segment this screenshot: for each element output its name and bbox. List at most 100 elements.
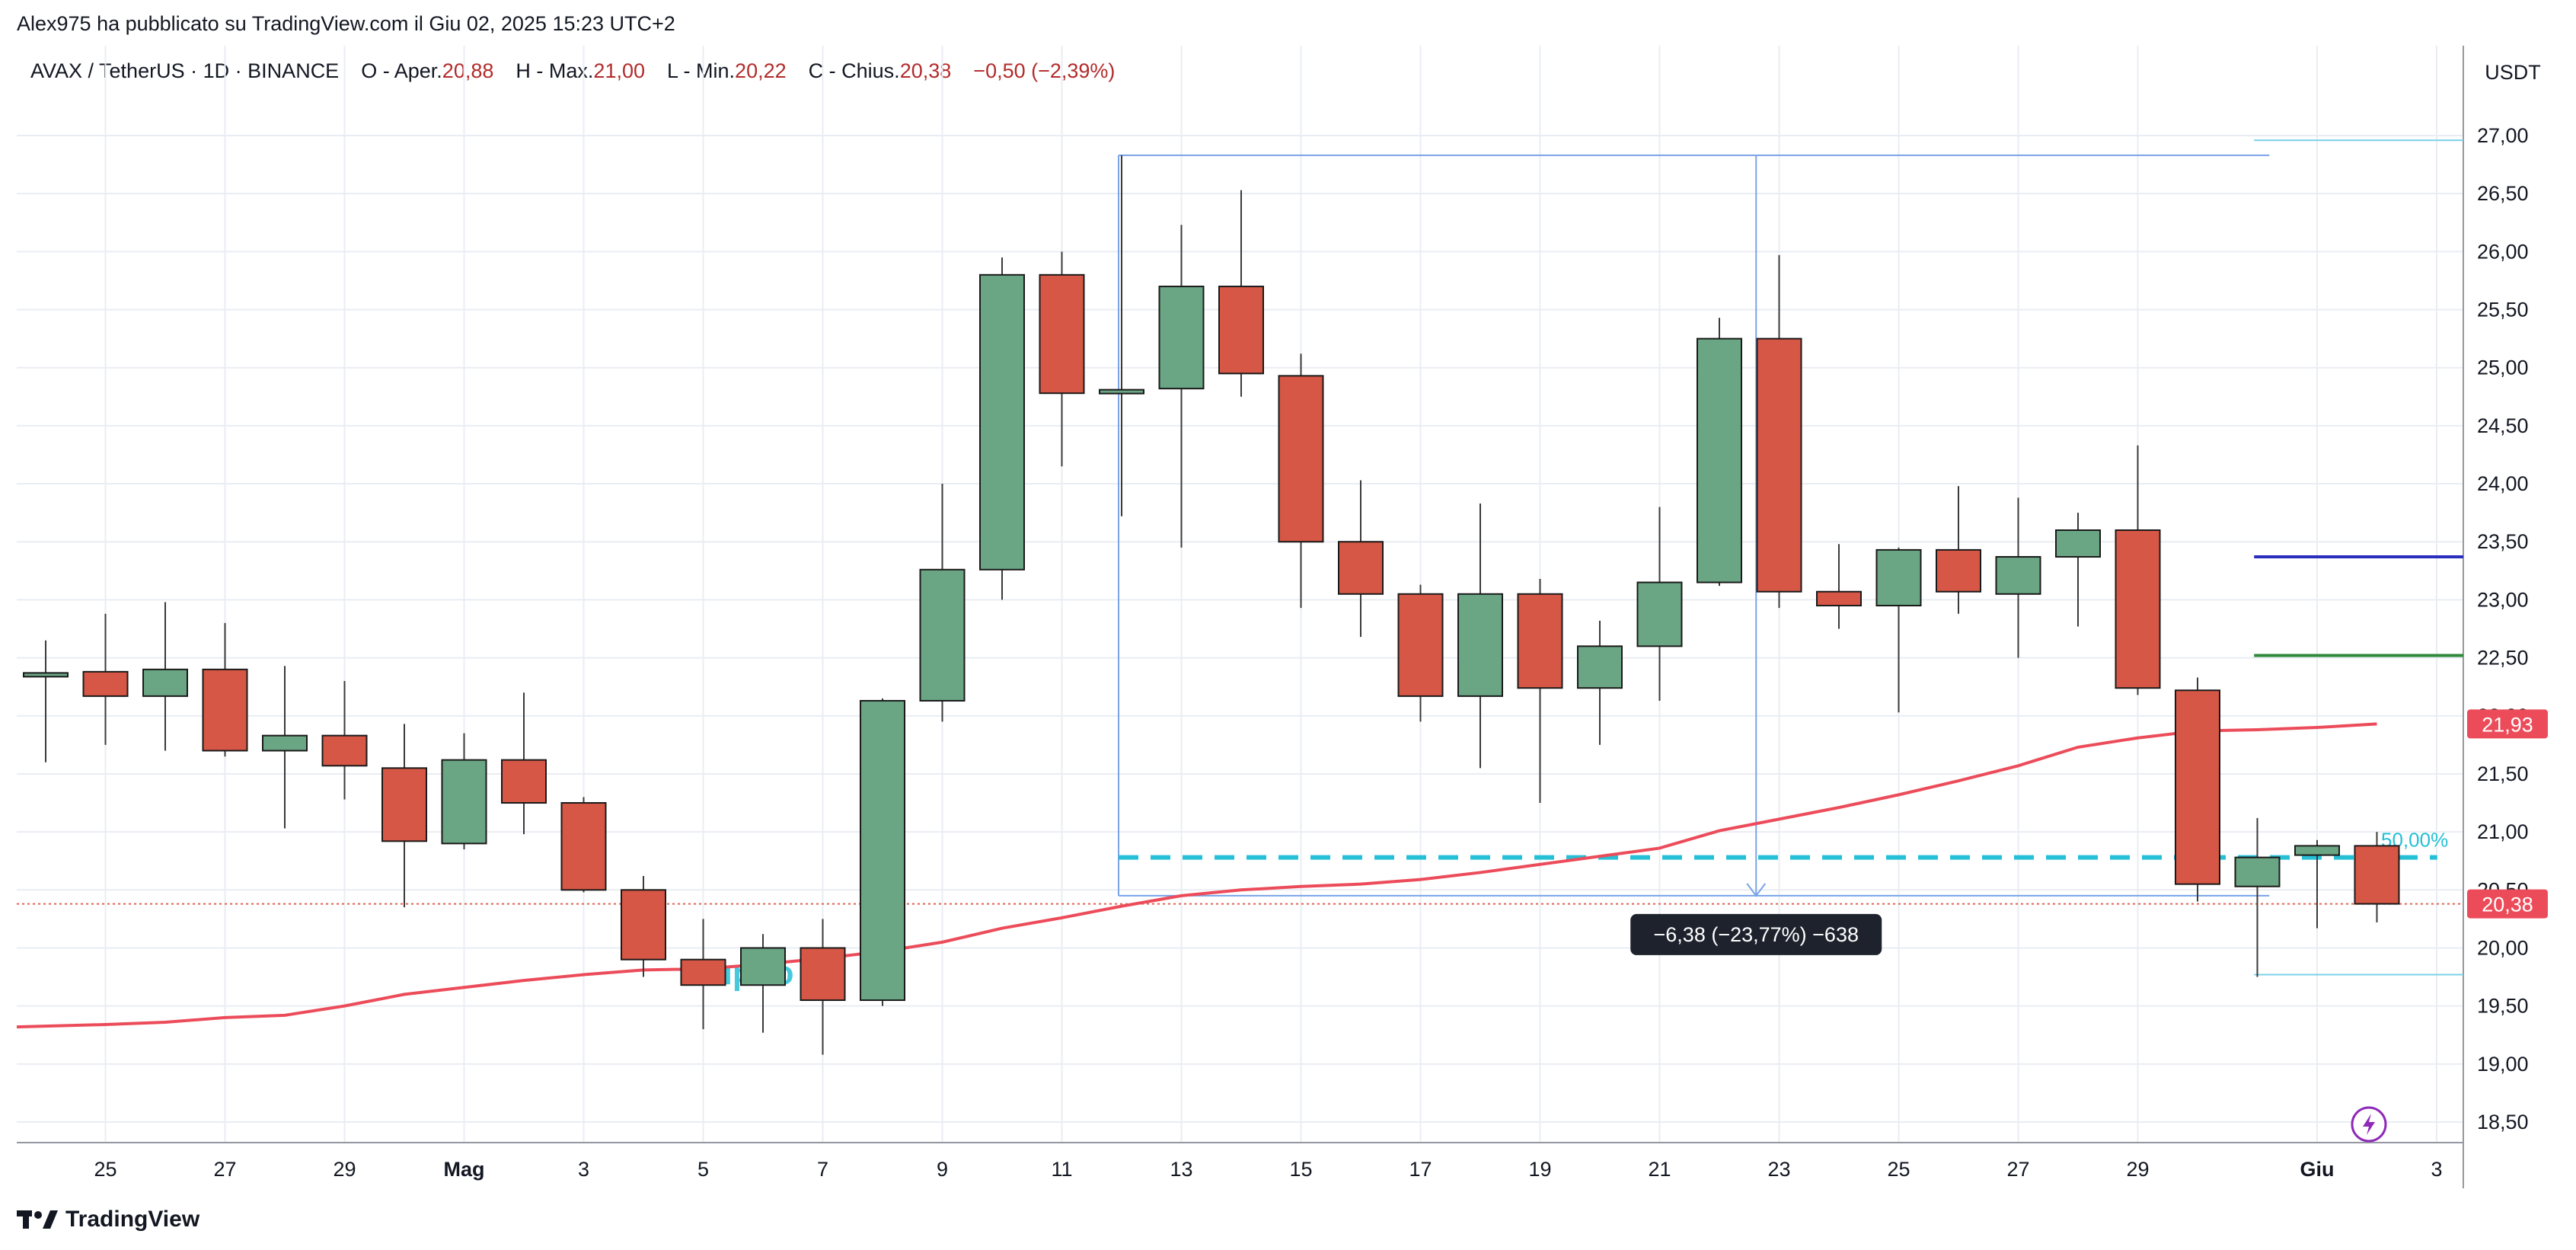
time-tick-label: 15 (1289, 1158, 1312, 1181)
ma-value-badge: 21,93 (2482, 713, 2533, 736)
candle-body-up[interactable] (860, 699, 905, 1002)
separator-dot: · (235, 59, 242, 82)
price-tick-label: 23,50 (2477, 530, 2529, 553)
candle-body-up[interactable] (262, 734, 308, 752)
candle-body-down[interactable] (381, 767, 427, 842)
candle-body-down[interactable] (1278, 375, 1324, 543)
last-price-badge-box (2467, 889, 2548, 919)
tradingview-logo[interactable]: TradingView (17, 1207, 200, 1232)
candle-body-down[interactable] (2354, 845, 2400, 905)
candle-body-down[interactable] (501, 759, 547, 804)
candle-body-down[interactable] (1338, 541, 1384, 595)
candle-body-up[interactable] (1636, 581, 1683, 647)
candle-body-up[interactable] (1099, 388, 1144, 395)
candle-body-up[interactable] (740, 947, 786, 986)
candle-body-up[interactable] (2234, 856, 2281, 887)
time-tick-label: 27 (2006, 1158, 2029, 1181)
candle-body-down[interactable] (1397, 593, 1444, 697)
price-tick-label: 25,50 (2477, 299, 2529, 321)
price-tick-label: 25,00 (2477, 356, 2529, 379)
open-value: 20,88 (442, 59, 494, 82)
price-tick-label: 19,50 (2477, 995, 2529, 1018)
price-tick-label: 21,00 (2477, 820, 2529, 843)
candle-body-up[interactable] (1875, 548, 1922, 607)
time-tick-label: 29 (2126, 1158, 2149, 1181)
price-tick-label: 23,00 (2477, 588, 2529, 611)
separator-dot: · (190, 59, 198, 82)
time-tick-label: 13 (1170, 1158, 1192, 1181)
candle-body-up[interactable] (1577, 645, 1623, 689)
time-tick-label: 21 (1648, 1158, 1671, 1181)
tradingview-brand: TradingView (65, 1207, 200, 1232)
tradingview-logo-icon (17, 1210, 58, 1229)
candle-body-down[interactable] (1816, 590, 1862, 607)
last-price-badge: 20,38 (2482, 894, 2533, 916)
price-tick-label: 27,00 (2477, 124, 2529, 147)
price-tick-label: 26,00 (2477, 240, 2529, 263)
candle-body-up[interactable] (2055, 529, 2101, 558)
candle-body-down[interactable] (2115, 529, 2161, 689)
candle-body-down[interactable] (321, 734, 368, 767)
close-label: C - Chius. (808, 59, 900, 82)
symbol-exchange: BINANCE (247, 59, 340, 82)
publish-info: Alex975 ha pubblicato su TradingView.com… (17, 12, 675, 35)
candle-body-up[interactable] (142, 668, 188, 697)
candle-body-down[interactable] (1756, 337, 1802, 593)
price-tick-label: 19,00 (2477, 1053, 2529, 1076)
price-tick-label: 18,50 (2477, 1111, 2529, 1133)
low-value: 20,22 (735, 59, 787, 82)
candle-body-up[interactable] (1457, 593, 1503, 697)
measure-label: −6,38 (−23,77%) −638 (1654, 923, 1859, 946)
measure-label-box (1630, 913, 1882, 955)
change-value: −0,50 (−2,39%) (973, 59, 1116, 82)
high-label: H - Max. (516, 59, 594, 82)
lightning-icon-glyph (2363, 1114, 2375, 1135)
time-tick-label: 3 (2431, 1158, 2442, 1181)
price-tick-label: 24,00 (2477, 472, 2529, 495)
candle-body-down[interactable] (1218, 286, 1264, 375)
time-tick-label: Mag (444, 1158, 485, 1181)
price-tick-label: 20,00 (2477, 936, 2529, 959)
ma-value-badge-box (2467, 709, 2548, 739)
candle-body-down[interactable] (1039, 273, 1085, 395)
price-tick-label: 21,50 (2477, 762, 2529, 785)
candle-body-up[interactable] (1995, 556, 2041, 595)
time-tick-label: 5 (697, 1158, 709, 1181)
candle-body-down[interactable] (621, 889, 666, 961)
candle-body-down[interactable] (560, 802, 607, 891)
time-tick-label: 19 (1528, 1158, 1551, 1181)
time-tick-label: 7 (817, 1158, 828, 1181)
candle-body-up[interactable] (2294, 845, 2340, 856)
candle-body-up[interactable] (23, 672, 69, 678)
symbol-pair[interactable]: AVAX / TetherUS (30, 59, 185, 82)
candle-body-up[interactable] (441, 759, 487, 845)
time-tick-label: 17 (1409, 1158, 1432, 1181)
candle-body-down[interactable] (800, 947, 846, 1002)
candle-body-up[interactable] (979, 273, 1025, 571)
measure-arrow-head (1746, 883, 1767, 897)
symbol-bar: AVAX / TetherUS · 1D · BINANCE O - Aper.… (30, 59, 1115, 83)
time-tick-label: 29 (333, 1158, 356, 1181)
time-tick-label: 3 (578, 1158, 589, 1181)
price-tick-label: 26,50 (2477, 182, 2529, 205)
time-tick-label: 25 (94, 1158, 117, 1181)
high-value: 21,00 (593, 59, 645, 82)
time-tick-label: 27 (213, 1158, 236, 1181)
candle-body-down[interactable] (82, 670, 129, 697)
open-label: O - Aper. (361, 59, 442, 82)
candle-body-down[interactable] (1517, 593, 1563, 689)
time-tick-label: 9 (937, 1158, 948, 1181)
time-tick-label: 11 (1051, 1158, 1072, 1181)
candle-body-down[interactable] (680, 958, 726, 986)
time-tick-label: 23 (1767, 1158, 1790, 1181)
candle-body-down[interactable] (1936, 548, 1981, 593)
candle-body-up[interactable] (1697, 337, 1742, 583)
price-tick-label: 22,50 (2477, 647, 2529, 670)
currency-label: USDT (2485, 61, 2541, 84)
candle-body-up[interactable] (919, 568, 966, 702)
candle-body-down[interactable] (2175, 689, 2220, 885)
candle-body-up[interactable] (1158, 286, 1205, 390)
candle-body-down[interactable] (202, 668, 248, 752)
moving-average-line[interactable] (16, 722, 2377, 1029)
